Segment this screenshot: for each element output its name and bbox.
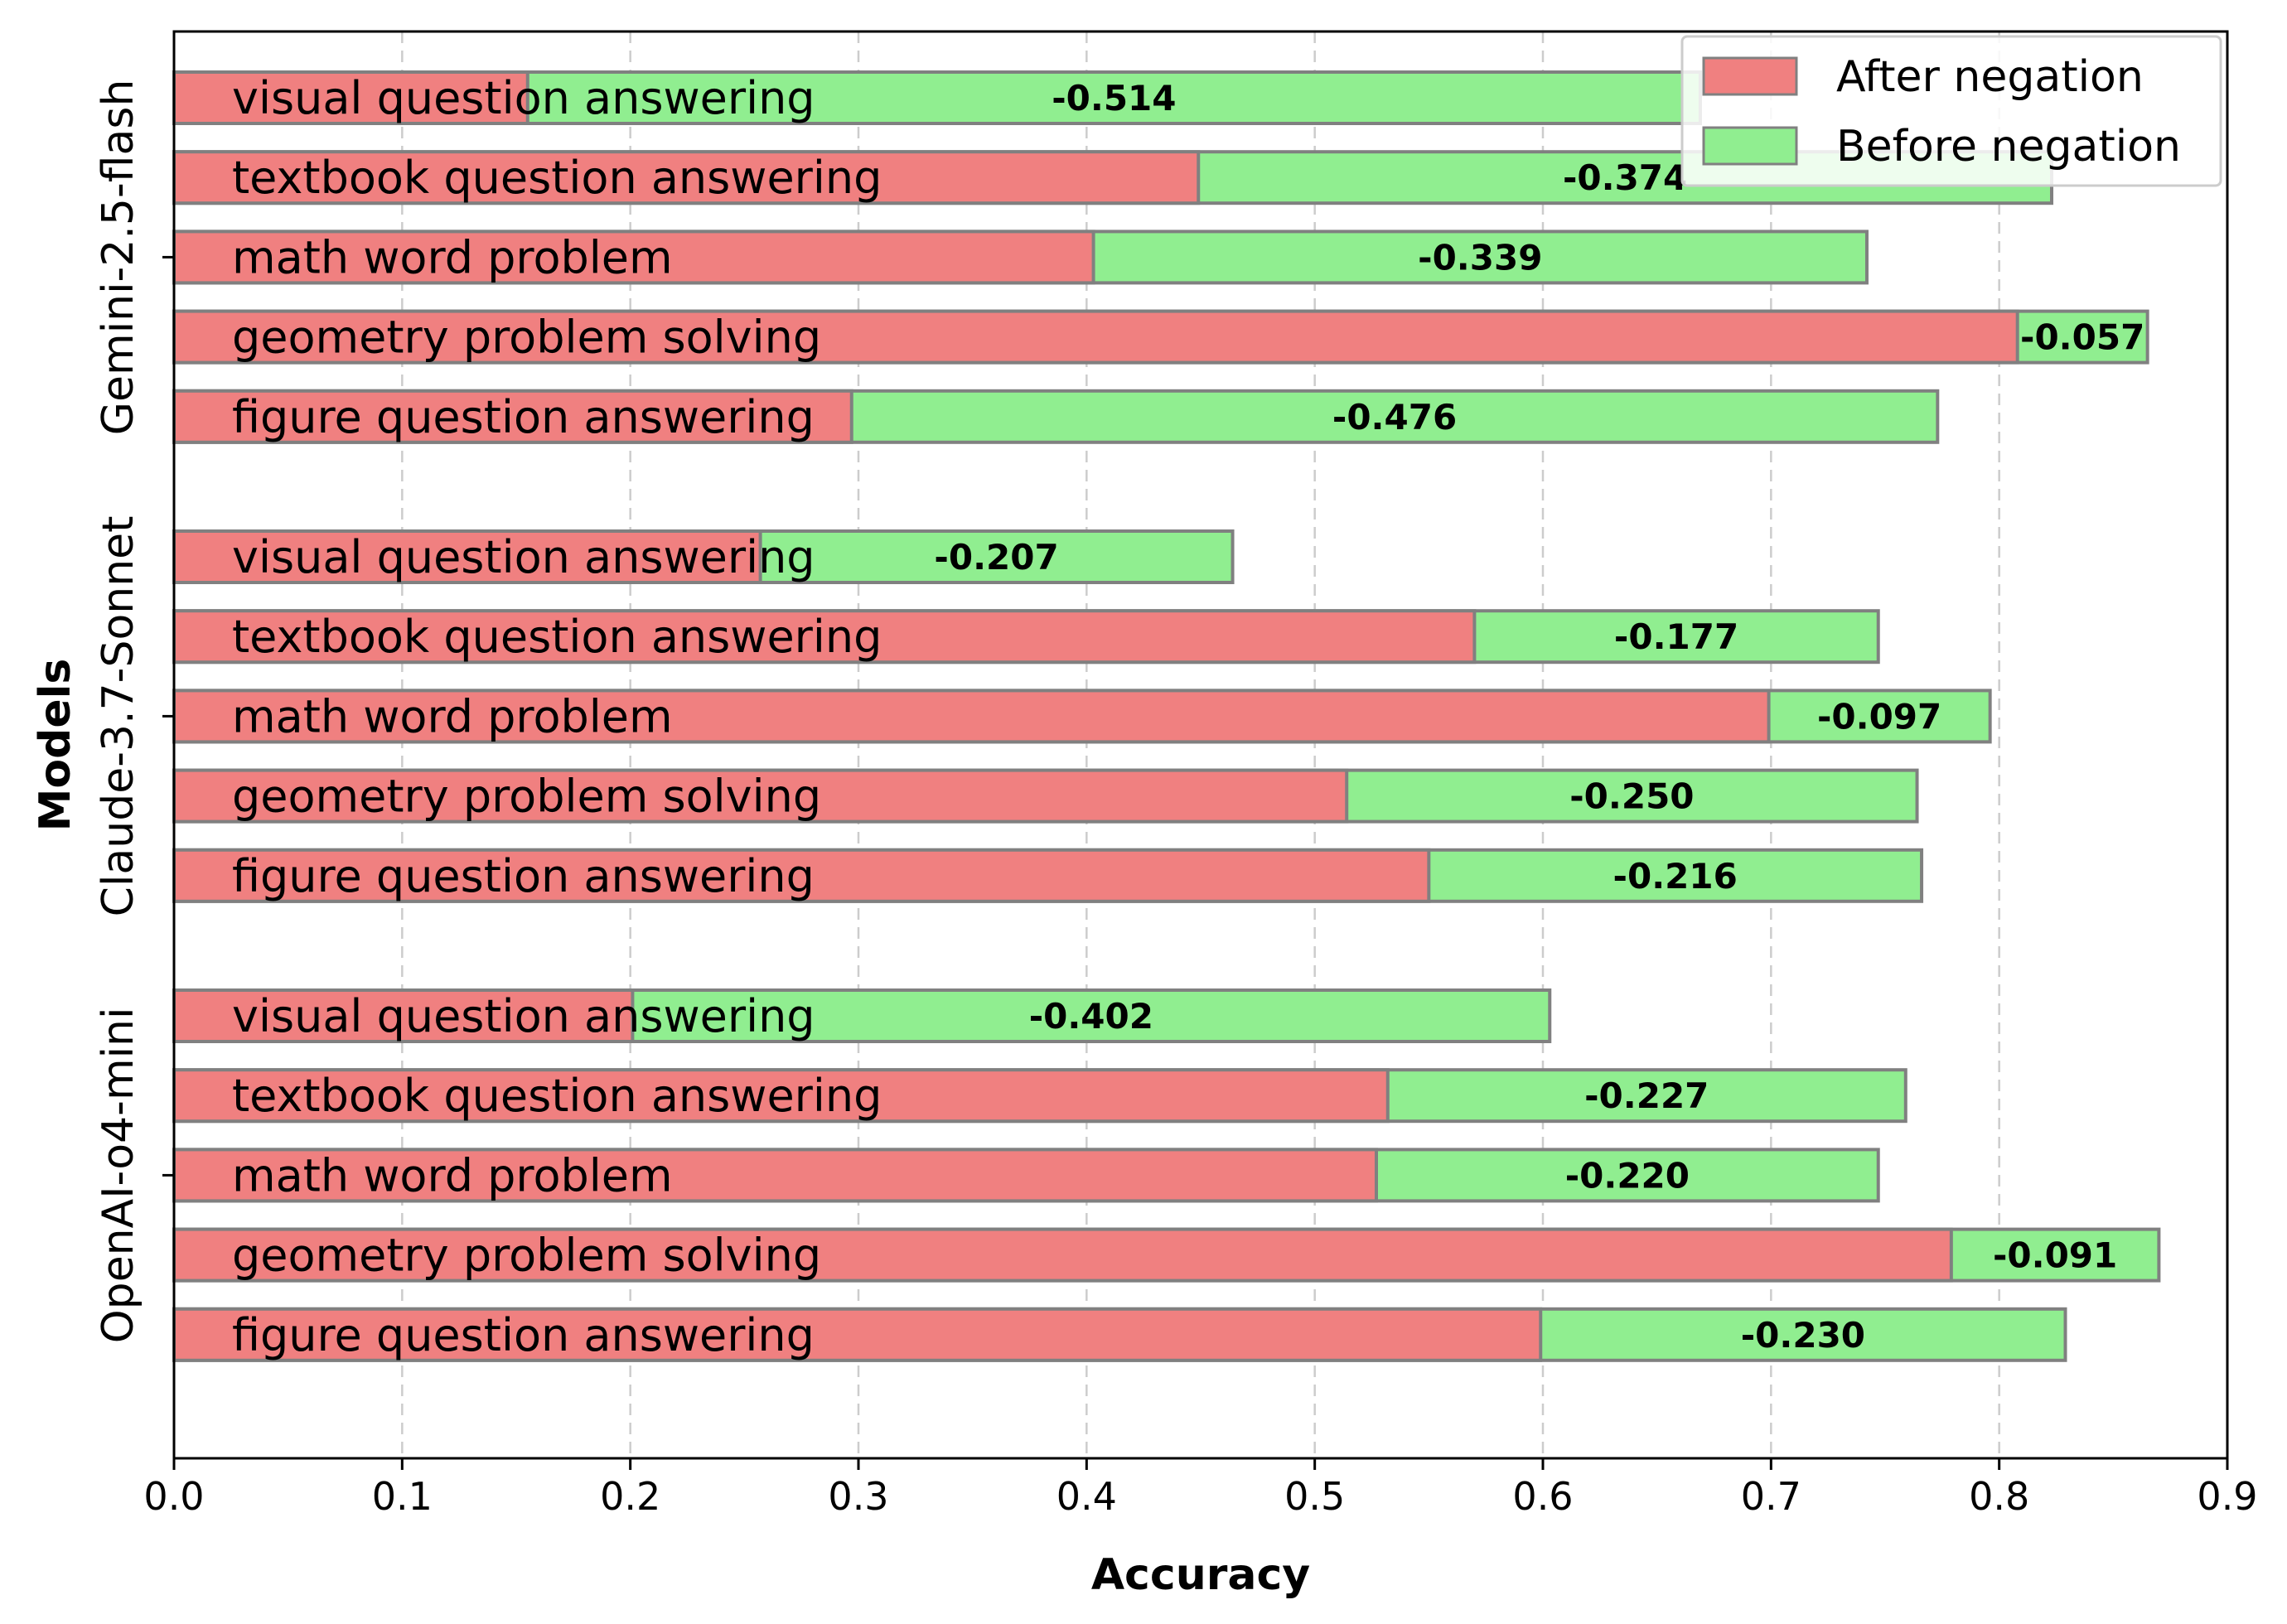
x-tick-label: 0.6 xyxy=(1512,1474,1573,1519)
x-tick-label: 0.2 xyxy=(600,1474,660,1519)
difference-label: -0.339 xyxy=(1418,237,1542,278)
legend-box xyxy=(1680,35,2222,187)
difference-label: -0.476 xyxy=(1332,397,1457,437)
difference-label: -0.374 xyxy=(1563,157,1687,198)
difference-label: -0.227 xyxy=(1584,1075,1709,1116)
task-label: figure question answering xyxy=(232,391,815,443)
legend-label: Before negation xyxy=(1836,122,2181,172)
difference-label: -0.402 xyxy=(1029,996,1153,1037)
bar-after-negation xyxy=(172,1227,1953,1283)
difference-label: -0.220 xyxy=(1565,1155,1690,1196)
difference-label: -0.230 xyxy=(1741,1315,1865,1356)
bar-after-negation xyxy=(172,689,1771,744)
legend: After negation Before negation xyxy=(1680,35,2222,187)
x-axis-title: Accuracy xyxy=(1091,1550,1310,1600)
task-label: visual question answering xyxy=(232,72,815,124)
legend-swatch xyxy=(1702,56,1798,96)
x-tick-label: 0.3 xyxy=(828,1474,888,1519)
task-label: visual question answering xyxy=(232,990,815,1042)
y-axis-title: Models xyxy=(31,659,80,832)
x-tick-label: 0.7 xyxy=(1741,1474,1801,1519)
task-label: math word problem xyxy=(232,231,673,283)
task-label: textbook question answering xyxy=(232,611,882,663)
bar-after-negation xyxy=(172,150,1201,205)
y-axis: Gemini-2.5-flash Claude-3.7-Sonnet OpenAI-… xyxy=(94,80,174,1344)
bar-after-negation xyxy=(172,768,1349,824)
bar-after-negation xyxy=(172,309,2019,365)
bar-after-negation xyxy=(172,988,635,1043)
x-tick-label: 0.0 xyxy=(143,1474,204,1519)
bar-after-negation xyxy=(172,529,762,584)
task-label: math word problem xyxy=(232,1149,673,1201)
difference-label: -0.097 xyxy=(1817,696,1941,737)
legend-swatch xyxy=(1702,126,1798,166)
task-label: visual question answering xyxy=(232,531,815,583)
difference-label: -0.207 xyxy=(934,537,1058,578)
x-tick-label: 0.5 xyxy=(1284,1474,1345,1519)
bar-after-negation xyxy=(172,1307,1543,1362)
model-group-label: Claude-3.7-Sonnet xyxy=(94,515,143,916)
task-label: figure question answering xyxy=(232,850,815,902)
difference-label: -0.514 xyxy=(1052,78,1176,118)
bar-after-negation xyxy=(172,389,853,444)
difference-label: -0.057 xyxy=(2020,317,2144,358)
difference-label: -0.177 xyxy=(1614,616,1738,657)
bar-after-negation xyxy=(172,70,529,125)
difference-label: -0.216 xyxy=(1613,856,1738,897)
difference-label: -0.250 xyxy=(1569,776,1694,817)
x-axis: 0.0 0.1 0.2 0.3 0.4 0.5 0.6 0.7 0.8 0.9 xyxy=(143,1458,2258,1519)
task-label: geometry problem solving xyxy=(232,312,821,364)
task-label: geometry problem solving xyxy=(232,1230,821,1282)
task-label: figure question answering xyxy=(232,1309,815,1361)
legend-label: After negation xyxy=(1836,52,2144,102)
task-label: textbook question answering xyxy=(232,152,882,204)
bar-after-negation xyxy=(172,609,1477,665)
difference-label: -0.091 xyxy=(1993,1235,2117,1276)
plot-frame xyxy=(172,30,2229,1460)
bar-after-negation xyxy=(172,230,1095,285)
task-label: textbook question answering xyxy=(232,1070,882,1122)
task-label: math word problem xyxy=(232,690,673,742)
model-group-label: OpenAI-o4-mini xyxy=(94,1008,143,1344)
x-tick-label: 0.8 xyxy=(1969,1474,2029,1519)
model-group-label: Gemini-2.5-flash xyxy=(94,80,143,436)
x-tick-label: 0.9 xyxy=(2197,1474,2257,1519)
x-tick-label: 0.1 xyxy=(372,1474,433,1519)
task-label: geometry problem solving xyxy=(232,771,821,823)
x-tick-label: 0.4 xyxy=(1056,1474,1117,1519)
bars: visual question answering -0.514 textbook … xyxy=(172,70,2161,1362)
